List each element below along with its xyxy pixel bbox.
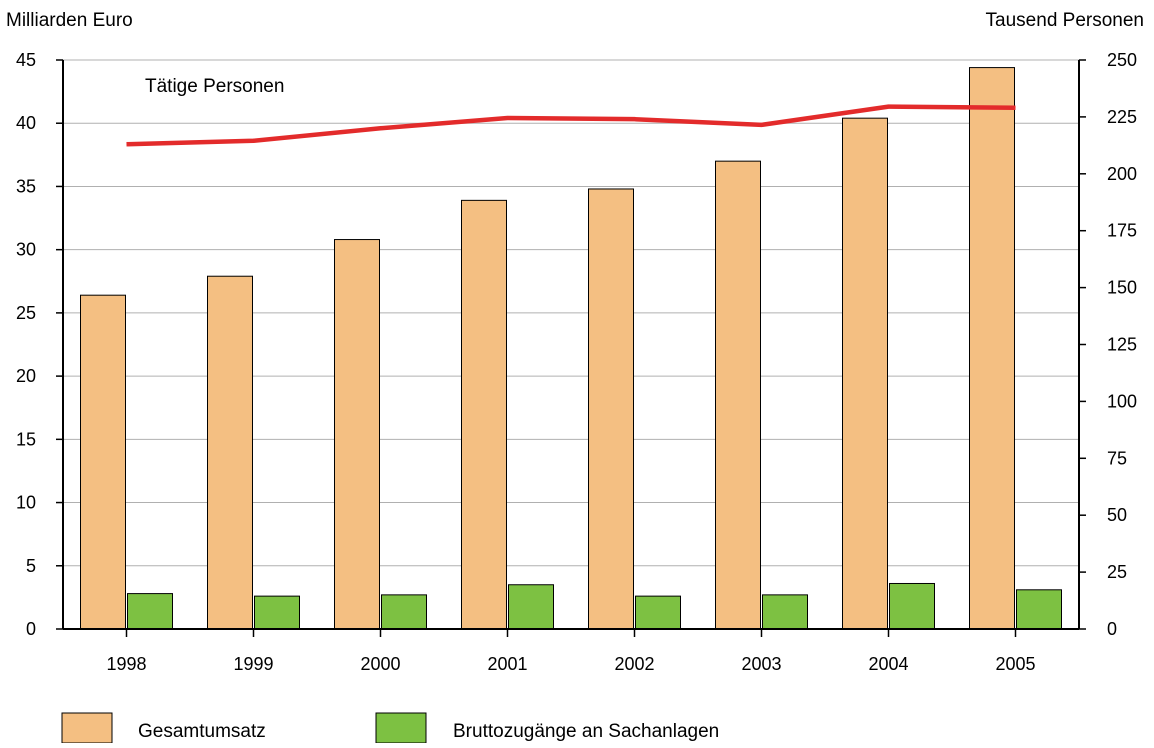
right-tick-label: 200 — [1107, 164, 1137, 184]
x-tick-label: 1999 — [233, 654, 273, 674]
right-tick-label: 150 — [1107, 278, 1137, 298]
right-tick-label: 0 — [1107, 619, 1117, 639]
x-tick-label: 2001 — [487, 654, 527, 674]
bar-bruttozugaenge-2005 — [1017, 590, 1062, 629]
x-tick-label: 2003 — [741, 654, 781, 674]
bars — [81, 68, 1062, 629]
bar-gesamtumsatz-2005 — [970, 68, 1015, 629]
left-tick-label: 10 — [16, 493, 36, 513]
legend-swatch-bruttozugaenge — [376, 713, 426, 743]
bar-bruttozugaenge-2001 — [509, 585, 554, 629]
left-tick-label: 45 — [16, 50, 36, 70]
left-tick-label: 20 — [16, 366, 36, 386]
right-tick-label: 50 — [1107, 505, 1127, 525]
x-tick-label: 1998 — [106, 654, 146, 674]
legend-label-bruttozugaenge: Bruttozugänge an Sachanlagen — [453, 721, 719, 742]
legend-label-gesamtumsatz: Gesamtumsatz — [138, 721, 266, 742]
left-tick-label: 35 — [16, 176, 36, 196]
bar-gesamtumsatz-2004 — [843, 118, 888, 629]
right-tick-label: 175 — [1107, 221, 1137, 241]
x-tick-label: 2004 — [868, 654, 908, 674]
x-tick-label: 2005 — [995, 654, 1035, 674]
legend: Gesamtumsatz Bruttozugänge an Sachanlage… — [62, 713, 719, 743]
legend-swatch-gesamtumsatz — [62, 713, 112, 743]
bar-gesamtumsatz-2000 — [335, 240, 380, 629]
bar-bruttozugaenge-1999 — [255, 596, 300, 629]
line-series-label: Tätige Personen — [145, 76, 284, 97]
left-tick-label: 15 — [16, 429, 36, 449]
right-tick-label: 100 — [1107, 391, 1137, 411]
bar-gesamtumsatz-1999 — [208, 276, 253, 629]
bar-bruttozugaenge-2003 — [763, 595, 808, 629]
bar-bruttozugaenge-1998 — [128, 594, 173, 629]
x-tick-label: 2002 — [614, 654, 654, 674]
left-tick-label: 40 — [16, 113, 36, 133]
right-tick-label: 225 — [1107, 107, 1137, 127]
bar-gesamtumsatz-2001 — [462, 200, 507, 629]
left-axis-title: Milliarden Euro — [6, 10, 133, 31]
bar-gesamtumsatz-2003 — [716, 161, 761, 629]
bar-bruttozugaenge-2002 — [636, 596, 681, 629]
bar-gesamtumsatz-1998 — [81, 295, 126, 629]
right-axis-title: Tausend Personen — [986, 10, 1144, 31]
right-tick-label: 125 — [1107, 335, 1137, 355]
left-tick-label: 25 — [16, 303, 36, 323]
bar-bruttozugaenge-2004 — [890, 583, 935, 629]
x-tick-label: 2000 — [360, 654, 400, 674]
bar-bruttozugaenge-2000 — [382, 595, 427, 629]
left-tick-label: 30 — [16, 240, 36, 260]
right-tick-label: 250 — [1107, 50, 1137, 70]
bar-gesamtumsatz-2002 — [589, 189, 634, 629]
right-tick-label: 25 — [1107, 562, 1127, 582]
left-tick-label: 0 — [26, 619, 36, 639]
left-tick-label: 5 — [26, 556, 36, 576]
right-tick-label: 75 — [1107, 448, 1127, 468]
